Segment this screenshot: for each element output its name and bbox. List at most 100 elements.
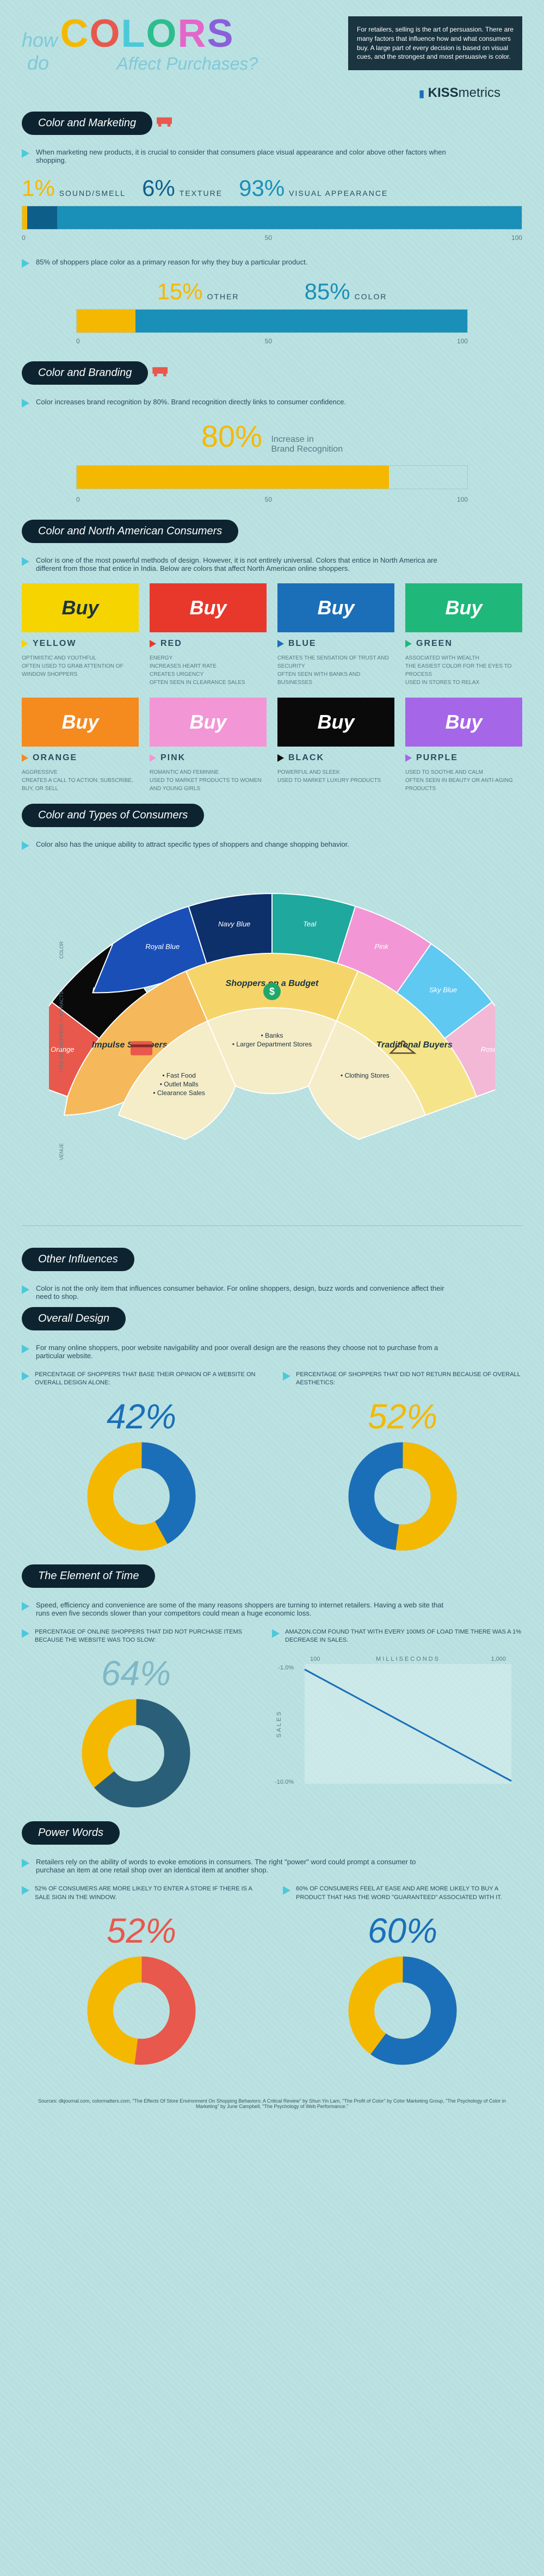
fan-color-label: Teal — [303, 920, 317, 928]
fan-venue: • Outlet Malls — [160, 1080, 199, 1088]
donut-chart — [348, 1956, 457, 2065]
design-intro-text: For many online shoppers, poor website n… — [36, 1344, 446, 1360]
section-tab-power: Power Words — [22, 1821, 120, 1845]
types-intro-text: Color also has the unique ability to att… — [36, 840, 349, 848]
buy-card: Buy BLUE CREATES THE SENSATION OF TRUST … — [277, 583, 394, 687]
donut-pct: 52% — [283, 1396, 522, 1437]
ytick-bot: -10.0% — [275, 1779, 294, 1785]
buy-box: Buy — [405, 698, 522, 747]
buy-name-row: PURPLE — [405, 753, 522, 763]
buy-desc: ENERGYINCREASES HEART RATECREATES URGENC… — [150, 654, 267, 687]
buy-box: Buy — [22, 698, 139, 747]
arrow-icon — [22, 149, 29, 158]
design-intro: For many online shoppers, poor website n… — [22, 1344, 446, 1360]
bar-name: SOUND/SMELL — [59, 189, 126, 198]
callout-text: AMAZON.COM FOUND THAT WITH EVERY 100MS O… — [285, 1628, 522, 1645]
donut-chart — [87, 1442, 196, 1551]
section-tab-consumers: Color and North American Consumers — [22, 520, 238, 543]
buy-grid: Buy YELLOW OPTIMISTIC AND YOUTHFULOFTEN … — [22, 583, 522, 793]
bar-segment — [57, 206, 522, 229]
fan-venue: • Clearance Sales — [153, 1089, 205, 1096]
branding-label: Increase in Brand Recognition — [271, 435, 343, 454]
buy-name-text: GREEN — [416, 639, 453, 649]
arrow-icon — [283, 1886, 290, 1895]
donut-wrap: 64% — [22, 1653, 250, 1810]
scale-min: 0 — [76, 496, 80, 503]
fan-svg: Red OrangeBlackRoyal BlueNavy BlueTealPi… — [49, 866, 495, 1204]
power-left: 52% OF CONSUMERS ARE MORE LIKELY TO ENTE… — [22, 1885, 261, 2068]
arrow-icon — [405, 640, 412, 648]
callout-text: PERCENTAGE OF SHOPPERS THAT DID NOT RETU… — [296, 1371, 522, 1388]
arrow-icon — [277, 754, 284, 762]
section-tab-types: Color and Types of Consumers — [22, 804, 204, 827]
arrow-icon — [22, 1629, 29, 1638]
design-charts: PERCENTAGE OF SHOPPERS THAT BASE THEIR O… — [22, 1371, 522, 1554]
design-right-callout: PERCENTAGE OF SHOPPERS THAT DID NOT RETU… — [283, 1371, 522, 1388]
arrow-icon — [22, 1859, 29, 1868]
buy-card: Buy PURPLE USED TO SOOTHE AND CALMOFTEN … — [405, 698, 522, 793]
chart1-scale: 0 50 100 — [22, 234, 522, 242]
sources: Sources: dkjournal.com, colormatters.com… — [22, 2090, 522, 2118]
buy-card: Buy RED ENERGYINCREASES HEART RATECREATE… — [150, 583, 267, 687]
buy-name-row: BLUE — [277, 639, 394, 649]
title-letter: S — [207, 16, 234, 52]
section-tab-time: The Element of Time — [22, 1564, 155, 1588]
buy-box: Buy — [405, 583, 522, 632]
time-right: AMAZON.COM FOUND THAT WITH EVERY 100MS O… — [272, 1628, 522, 1811]
buy-name-text: BLUE — [288, 639, 317, 649]
buy-desc: CREATES THE SENSATION OF TRUST AND SECUR… — [277, 654, 394, 687]
section-tab-other: Other Influences — [22, 1248, 134, 1271]
fan-category-label: Impulse Shoppers — [92, 1040, 168, 1050]
bar-name: VISUAL APPEARANCE — [289, 189, 388, 198]
scale-max: 100 — [457, 337, 468, 345]
fan-color-label: Rose — [481, 1045, 495, 1053]
donut-pct: 52% — [22, 1911, 261, 1951]
buy-name-row: PINK — [150, 753, 267, 763]
bar-segment — [22, 206, 27, 229]
fan-chart: Red OrangeBlackRoyal BlueNavy BlueTealPi… — [49, 866, 495, 1204]
xtick-right: 1,000 — [491, 1656, 506, 1662]
branding-intro-text: Color increases brand recognition by 80%… — [36, 398, 346, 406]
donut-chart — [82, 1699, 190, 1808]
buy-name-row: ORANGE — [22, 753, 139, 763]
buy-card: Buy ORANGE AGGRESSIVECREATES A CALL TO A… — [22, 698, 139, 793]
buy-name-row: BLACK — [277, 753, 394, 763]
bar-label-item: 6%TEXTURE — [142, 175, 222, 201]
donut-chart — [87, 1956, 196, 2065]
buy-name-row: RED — [150, 639, 267, 649]
buy-desc: USED TO SOOTHE AND CALMOFTEN SEEN IN BEA… — [405, 768, 522, 793]
axis-color: COLOR — [59, 941, 64, 959]
xtick-left: 100 — [310, 1656, 320, 1662]
arrow-icon — [277, 640, 284, 648]
scale-mid: 50 — [265, 496, 272, 503]
buy-name-row: GREEN — [405, 639, 522, 649]
bar-label-item: 1%SOUND/SMELL — [22, 175, 126, 201]
arrow-icon — [22, 557, 29, 566]
power-right: 60% OF CONSUMERS FEEL AT EASE AND ARE MO… — [283, 1885, 522, 2068]
ylabel: SALES — [276, 1710, 282, 1737]
fan-color-label: Royal Blue — [145, 942, 180, 951]
page: how COLORS do Affect Purchases? For reta… — [0, 0, 544, 2134]
scale-min: 0 — [22, 234, 26, 242]
arrow-icon — [22, 754, 28, 762]
scale-mid: 50 — [265, 234, 272, 242]
chart2-bar — [76, 309, 468, 333]
bar-segment — [77, 310, 135, 332]
axis-venue: VENUE — [59, 1143, 64, 1160]
design-right: PERCENTAGE OF SHOPPERS THAT DID NOT RETU… — [283, 1371, 522, 1554]
xlabel: MILLISECONDS — [376, 1656, 440, 1662]
arrow-icon — [150, 754, 156, 762]
section-tab-branding: Color and Branding — [22, 361, 148, 385]
fan-color-label: Navy Blue — [218, 920, 250, 928]
ytick-top: -1.0% — [278, 1665, 294, 1671]
branding-stat: 80% Increase in Brand Recognition — [22, 418, 522, 454]
brand-logo: ▮ KISSmetrics — [22, 85, 500, 101]
bar-label-item: 93%VISUAL APPEARANCE — [239, 175, 388, 201]
time-intro-text: Speed, efficiency and convenience are so… — [36, 1601, 446, 1617]
fan-venue: • Clothing Stores — [341, 1071, 390, 1079]
fan-category-label: Traditional Buyers — [376, 1040, 453, 1050]
power-intro-text: Retailers rely on the ability of words t… — [36, 1858, 446, 1874]
header: how COLORS do Affect Purchases? For reta… — [22, 16, 522, 75]
consumers-intro: Color is one of the most powerful method… — [22, 556, 446, 572]
bar-pct: 15% — [157, 279, 203, 305]
